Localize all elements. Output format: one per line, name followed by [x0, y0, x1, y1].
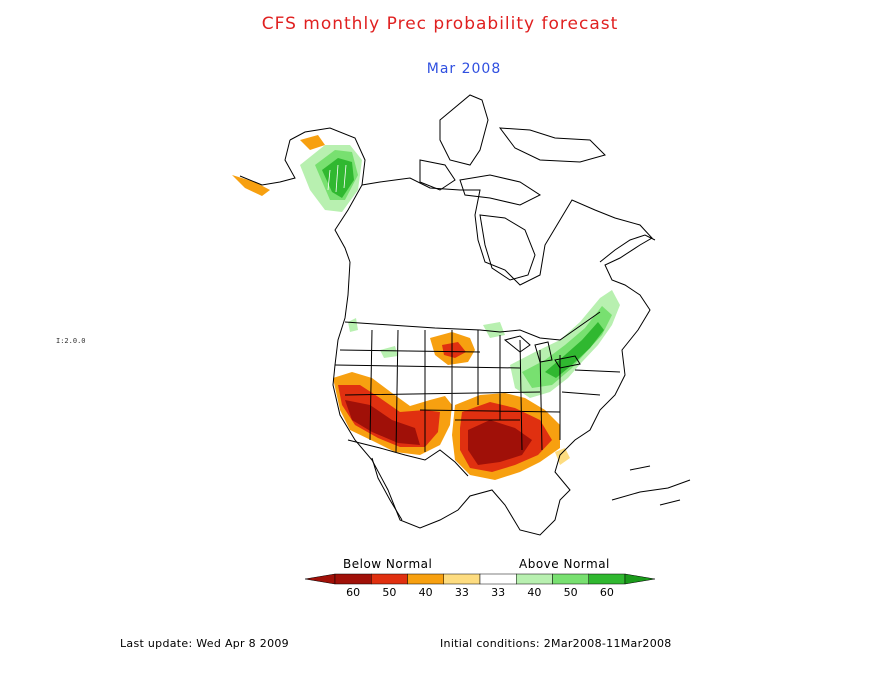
alaska-outline: [239, 127, 366, 263]
legend-tick-label: 60: [346, 586, 360, 599]
legend-bar: 60 50 40 33 33 40 50 60: [304, 573, 656, 599]
labrador-outline: [599, 234, 656, 263]
caribbean-outline: [611, 465, 691, 506]
region-alaska-north-orange: [300, 135, 325, 150]
legend-tick-label: 40: [527, 586, 541, 599]
baja-outline: [371, 457, 403, 521]
legend-swatch: [552, 573, 589, 585]
mainland-outline: [332, 177, 653, 536]
footer-initial-conditions: Initial conditions: 2Mar2008-11Mar2008: [440, 637, 672, 650]
us-mexico-border: [347, 439, 469, 477]
arctic-islands-outline: [419, 94, 606, 206]
legend-tick-label: 33: [455, 586, 469, 599]
great-lakes-outline: [503, 335, 581, 369]
footer-last-update: Last update: Wed Apr 8 2009: [120, 637, 289, 650]
legend-tick-label: 33: [491, 586, 505, 599]
legend-swatch: [443, 573, 481, 585]
below-normal-shading: [232, 135, 570, 480]
legend-arrow-high: [624, 573, 656, 585]
state-lines: [334, 329, 621, 453]
legend-tick-label: 60: [600, 586, 614, 599]
region-montana-light: [380, 346, 398, 358]
legend-swatch: [407, 573, 444, 585]
map-outlines: [239, 94, 691, 536]
region-east-light: [510, 290, 620, 398]
region-southwest-dark: [345, 400, 420, 445]
legend-tick-label: 50: [564, 586, 578, 599]
region-alaska-coast: [232, 175, 270, 196]
legend-below-label: Below Normal: [343, 557, 433, 571]
region-greatlakes-light: [483, 322, 505, 338]
legend-tick-label: 50: [382, 586, 396, 599]
legend-swatch: [588, 573, 626, 585]
legend-above-label: Above Normal: [519, 557, 610, 571]
hudson-bay-outline: [479, 214, 536, 281]
legend-swatch: [516, 573, 553, 585]
legend-arrow-low: [304, 573, 336, 585]
us-canada-border: [344, 311, 601, 341]
alaska-hatching: [327, 164, 347, 193]
region-gulf-yellow: [555, 448, 570, 465]
legend-swatch: [371, 573, 408, 585]
map-title: CFS monthly Prec probability forecast: [261, 14, 619, 34]
map-subtitle: Mar 2008: [426, 61, 502, 77]
region-dakotas-red: [442, 342, 466, 358]
region-nw-light: [348, 318, 358, 332]
region-gulf-dark: [468, 420, 532, 465]
legend-tick-label: 40: [419, 586, 433, 599]
legend-swatch: [334, 573, 372, 585]
legend-swatch: [479, 573, 517, 585]
region-east-mid: [522, 306, 612, 388]
